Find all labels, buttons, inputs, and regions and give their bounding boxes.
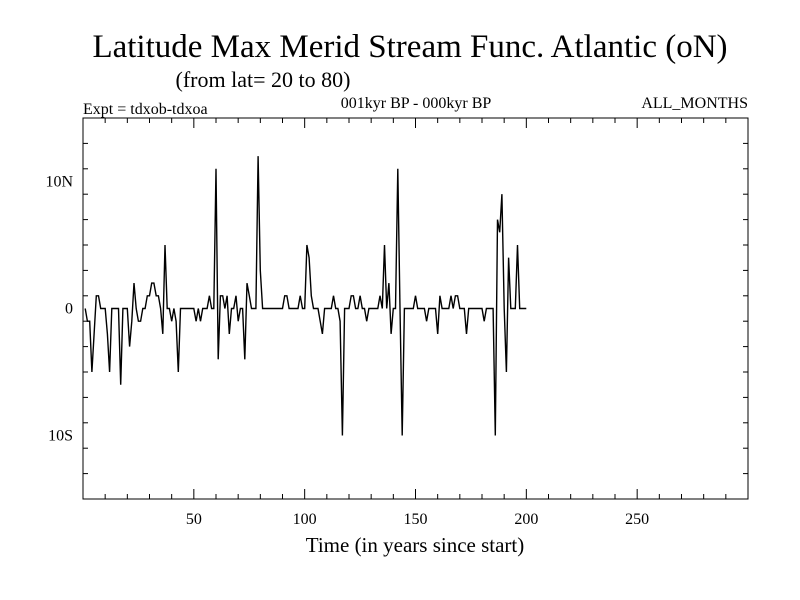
x-tick-label: 150 (404, 511, 428, 528)
time-range-label: 001kyr BP - 000kyr BP (341, 95, 492, 112)
series-line (84, 156, 527, 436)
axis-ticks (83, 118, 748, 499)
y-tick-label: 0 (65, 301, 73, 318)
x-tick-label: 50 (186, 511, 202, 528)
months-label: ALL_MONTHS (641, 95, 748, 112)
y-tick-label: 10S (48, 428, 73, 445)
chart-title: Latitude Max Merid Stream Func. Atlantic… (92, 29, 727, 65)
x-tick-label: 250 (625, 511, 649, 528)
x-tick-label: 200 (514, 511, 538, 528)
x-axis-label: Time (in years since start) (306, 533, 525, 557)
x-tick-label: 100 (293, 511, 317, 528)
chart-subtitle: (from lat= 20 to 80) (176, 67, 351, 92)
y-tick-label: 10N (45, 174, 73, 191)
axis-tick-labels: 50 100 150 200 250 10N 0 10S (45, 174, 649, 529)
experiment-label: Expt = tdxob-tdxoa (83, 101, 208, 118)
